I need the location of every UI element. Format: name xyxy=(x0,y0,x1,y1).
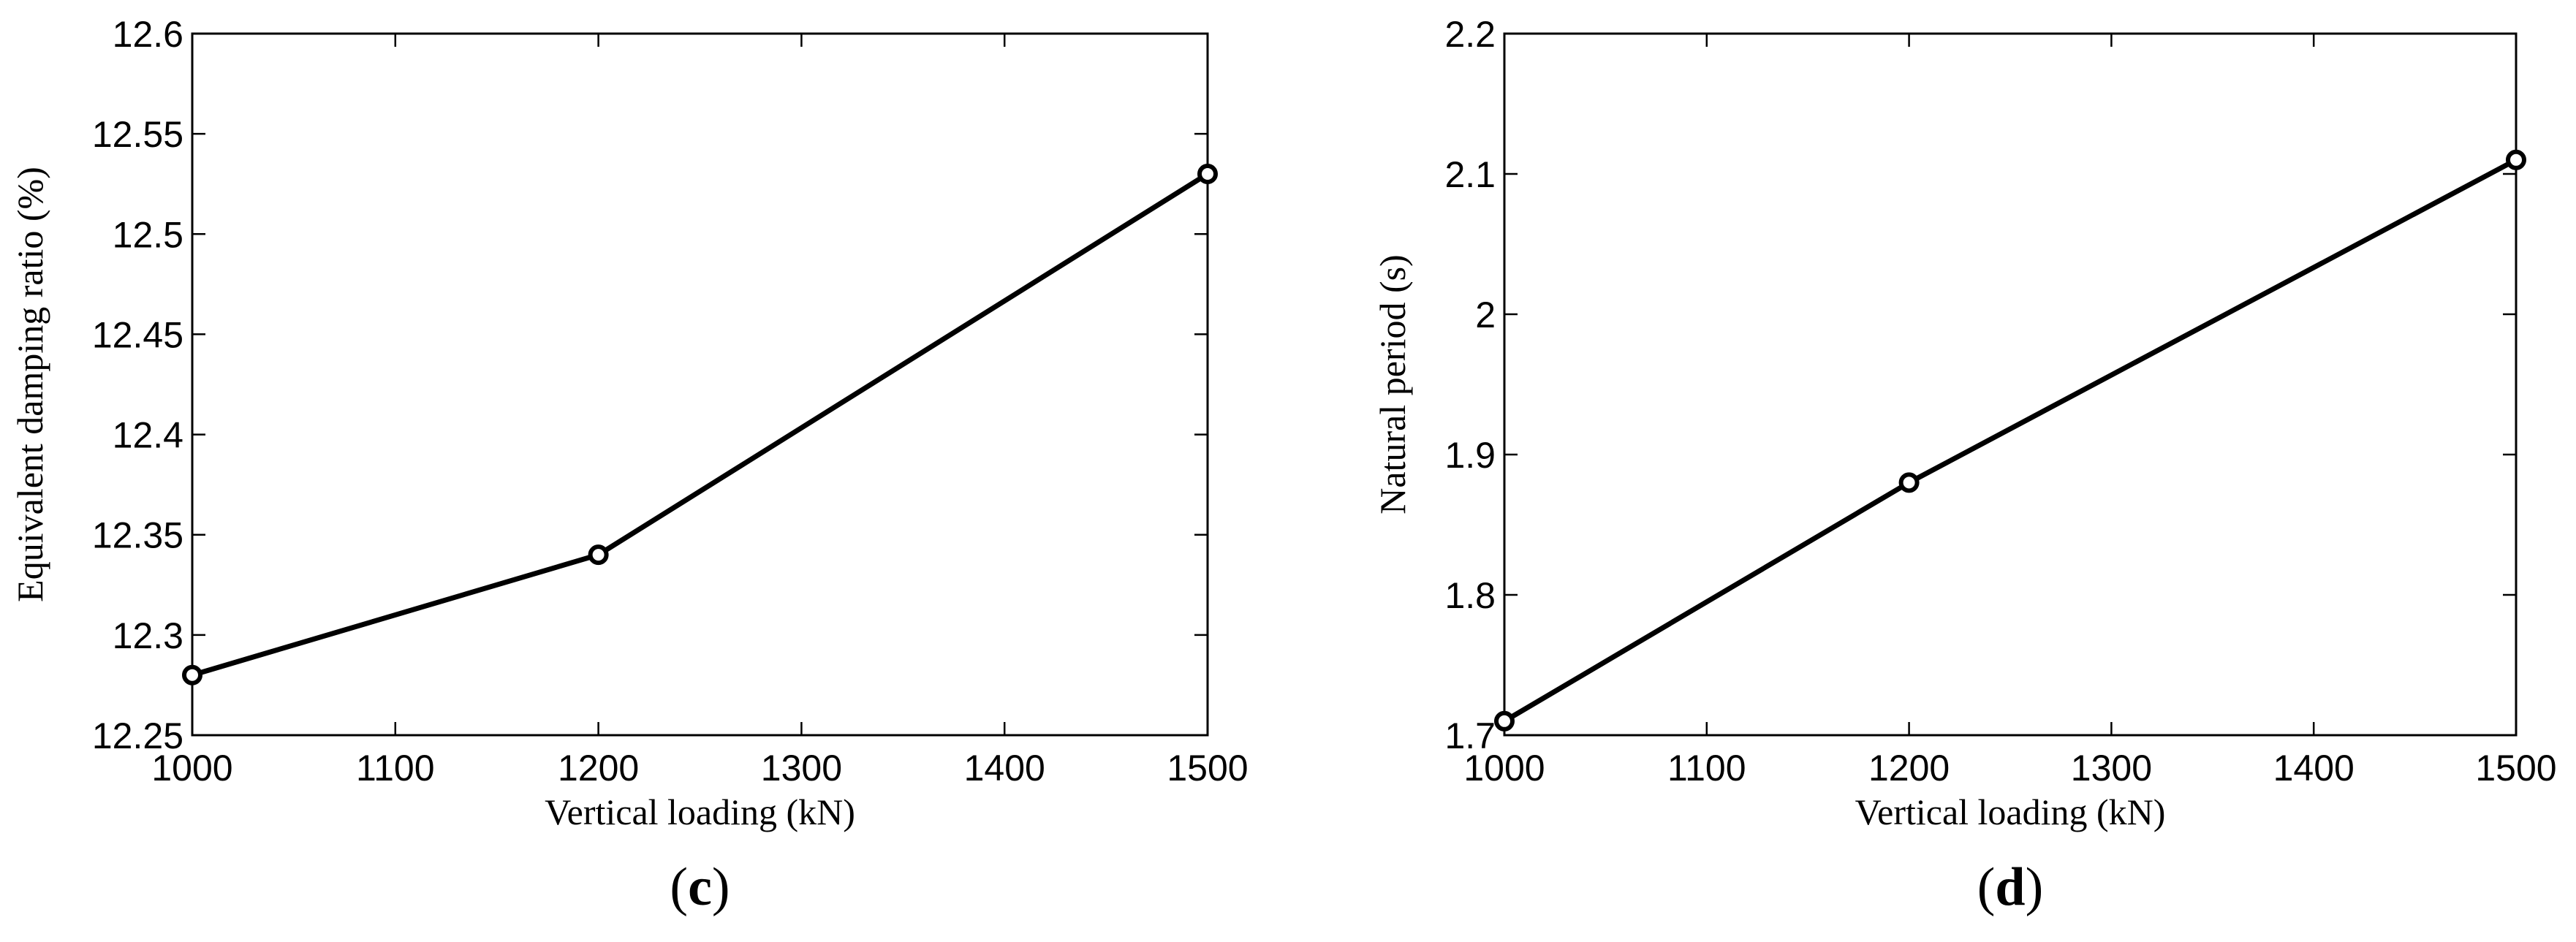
y-tick-label: 12.6 xyxy=(113,14,183,55)
panel-label-open: ( xyxy=(1977,857,1996,917)
panel-label-close: ) xyxy=(2026,857,2044,917)
x-tick-label: 1200 xyxy=(1868,748,1950,789)
x-axis-label: Vertical loading (kN) xyxy=(1855,791,2166,832)
y-tick-label: 12.3 xyxy=(113,615,183,656)
y-tick-label: 1.9 xyxy=(1444,435,1496,476)
panel-label-open: ( xyxy=(670,857,688,917)
y-tick-label: 1.8 xyxy=(1444,575,1496,616)
x-tick-label: 1300 xyxy=(761,748,842,789)
series-line xyxy=(1503,157,2518,723)
data-point xyxy=(182,664,202,685)
y-tick-label: 12.55 xyxy=(92,114,183,155)
axes-box xyxy=(191,32,1209,737)
x-tick-label: 1000 xyxy=(151,748,232,789)
x-tick-label: 1500 xyxy=(2475,748,2556,789)
y-axis-label: Natural period (s) xyxy=(1372,254,1413,514)
x-tick-label: 1100 xyxy=(356,748,435,789)
panel-label-close: ) xyxy=(712,857,730,917)
y-tick-label: 12.25 xyxy=(92,715,183,756)
x-tick-label: 1400 xyxy=(2273,748,2355,789)
chart-panel-c: 1000 1100 1200 1300 1400 1500 12.25 12.3 12.35 12… xyxy=(10,14,1249,917)
x-tick-label: 1500 xyxy=(1167,748,1248,789)
y-tick-label: 12.5 xyxy=(113,214,183,255)
axes-box xyxy=(1503,32,2518,737)
panel-label: (c) xyxy=(670,857,730,917)
x-tick-label: 1000 xyxy=(1463,748,1545,789)
data-point xyxy=(1898,472,1920,493)
x-tick-label: 1200 xyxy=(558,748,639,789)
data-point xyxy=(2506,149,2526,170)
x-tick-label: 1400 xyxy=(964,748,1045,789)
y-tick-label: 12.45 xyxy=(92,314,183,355)
y-tick-label: 2 xyxy=(1475,295,1496,335)
panel-label-letter: c xyxy=(688,857,712,917)
data-point xyxy=(1494,710,1515,732)
panel-label-letter: d xyxy=(1995,857,2025,917)
panel-label: (d) xyxy=(1977,857,2043,917)
y-tick-label: 12.4 xyxy=(113,415,183,456)
data-point xyxy=(1197,164,1218,184)
data-point xyxy=(588,544,609,566)
y-tick-label: 2.2 xyxy=(1444,14,1496,55)
x-tick-label: 1100 xyxy=(1667,748,1746,789)
y-tick-label: 1.7 xyxy=(1444,715,1496,756)
chart-panel-d: 1000 1100 1200 1300 1400 1500 1.7 1.8 1.9 2 2.1 2.2… xyxy=(1372,14,2557,917)
x-axis-label: Vertical loading (kN) xyxy=(545,791,855,832)
y-tick-label: 2.1 xyxy=(1444,154,1496,195)
x-tick-label: 1300 xyxy=(2071,748,2152,789)
y-tick-label: 12.35 xyxy=(92,515,183,556)
series-line xyxy=(192,172,1209,678)
y-axis-label: Equivalent damping ratio (%) xyxy=(10,167,50,602)
